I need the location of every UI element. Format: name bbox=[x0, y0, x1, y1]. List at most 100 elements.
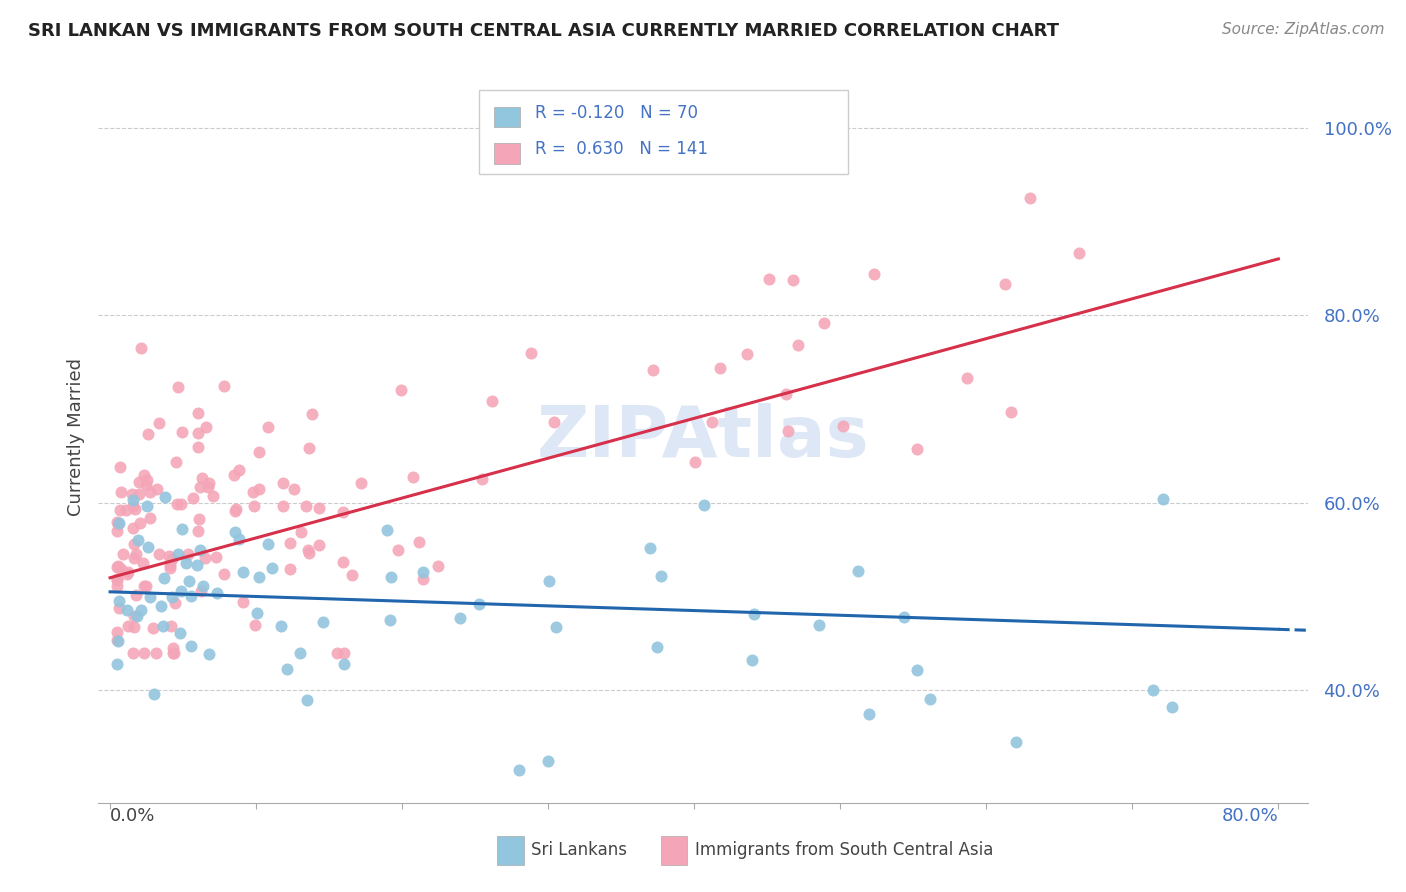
Point bbox=[787, 338, 810, 352]
Point bbox=[145, 646, 167, 660]
Point bbox=[257, 420, 280, 434]
Point bbox=[301, 407, 323, 421]
Point bbox=[201, 489, 224, 503]
Point bbox=[278, 562, 301, 576]
Point bbox=[638, 541, 661, 555]
Point bbox=[340, 568, 363, 582]
Point bbox=[807, 618, 830, 632]
Point bbox=[776, 424, 799, 438]
Point bbox=[205, 549, 228, 564]
Text: R = -0.120   N = 70: R = -0.120 N = 70 bbox=[534, 104, 697, 122]
Point bbox=[735, 347, 758, 361]
Point bbox=[247, 483, 270, 497]
Point bbox=[187, 426, 209, 441]
Text: R =  0.630   N = 141: R = 0.630 N = 141 bbox=[534, 140, 709, 159]
Point bbox=[224, 504, 246, 518]
Point bbox=[350, 475, 373, 490]
Point bbox=[152, 618, 174, 632]
Point bbox=[107, 559, 129, 574]
Point bbox=[191, 579, 214, 593]
Point bbox=[127, 533, 149, 547]
Point bbox=[166, 497, 188, 511]
Point bbox=[117, 566, 139, 580]
Point bbox=[709, 360, 731, 375]
Point bbox=[641, 363, 664, 377]
Point bbox=[107, 524, 129, 538]
Point bbox=[174, 556, 197, 570]
Point bbox=[194, 550, 217, 565]
Point bbox=[270, 618, 292, 632]
Point bbox=[228, 463, 250, 477]
Point bbox=[121, 500, 143, 514]
Point bbox=[412, 565, 434, 579]
Point bbox=[131, 341, 153, 355]
Point bbox=[412, 572, 434, 586]
Point bbox=[1000, 405, 1022, 419]
Point bbox=[107, 572, 129, 586]
Point bbox=[955, 371, 977, 385]
Point bbox=[117, 619, 139, 633]
Point bbox=[186, 558, 208, 573]
Point bbox=[332, 505, 354, 519]
Point bbox=[742, 607, 765, 621]
Point bbox=[508, 763, 530, 777]
Text: Sri Lankans: Sri Lankans bbox=[531, 841, 627, 859]
Point bbox=[308, 538, 330, 552]
Point bbox=[741, 653, 763, 667]
Point bbox=[107, 517, 129, 532]
Point bbox=[232, 565, 254, 579]
Point bbox=[232, 595, 254, 609]
Point bbox=[170, 522, 193, 536]
Point bbox=[125, 609, 148, 624]
Point bbox=[449, 611, 471, 625]
Point bbox=[146, 483, 169, 497]
Point bbox=[180, 589, 202, 603]
Text: Immigrants from South Central Asia: Immigrants from South Central Asia bbox=[695, 841, 993, 859]
Point bbox=[108, 594, 131, 608]
Point bbox=[1019, 191, 1042, 205]
Point bbox=[160, 619, 183, 633]
Point bbox=[295, 692, 318, 706]
Text: Source: ZipAtlas.com: Source: ZipAtlas.com bbox=[1222, 22, 1385, 37]
Point bbox=[191, 471, 214, 485]
FancyBboxPatch shape bbox=[479, 90, 848, 174]
Point bbox=[153, 490, 176, 504]
Point bbox=[401, 470, 423, 484]
Point bbox=[115, 567, 138, 582]
Point bbox=[124, 502, 146, 516]
Point bbox=[107, 560, 129, 574]
Point bbox=[159, 561, 181, 575]
Point bbox=[858, 706, 880, 721]
Point bbox=[994, 277, 1017, 291]
Point bbox=[157, 549, 180, 563]
Point bbox=[247, 445, 270, 459]
Text: 80.0%: 80.0% bbox=[1222, 807, 1278, 825]
Point bbox=[187, 441, 209, 455]
Point bbox=[135, 478, 157, 492]
Point bbox=[375, 523, 398, 537]
Point bbox=[121, 646, 143, 660]
Point bbox=[224, 525, 246, 540]
Y-axis label: Currently Married: Currently Married bbox=[66, 358, 84, 516]
Point bbox=[782, 273, 804, 287]
Point bbox=[298, 441, 321, 455]
Text: SRI LANKAN VS IMMIGRANTS FROM SOUTH CENTRAL ASIA CURRENTLY MARRIED CORRELATION C: SRI LANKAN VS IMMIGRANTS FROM SOUTH CENT… bbox=[28, 22, 1059, 40]
Point bbox=[262, 560, 284, 574]
Point bbox=[107, 625, 129, 640]
FancyBboxPatch shape bbox=[498, 836, 524, 865]
Point bbox=[228, 532, 250, 546]
Point bbox=[177, 574, 200, 588]
Point bbox=[1004, 735, 1026, 749]
Point bbox=[408, 534, 430, 549]
Point bbox=[124, 551, 146, 566]
Point bbox=[813, 317, 835, 331]
FancyBboxPatch shape bbox=[661, 836, 688, 865]
Point bbox=[294, 500, 316, 514]
Point bbox=[122, 492, 145, 507]
Point bbox=[122, 537, 145, 551]
Point bbox=[332, 555, 354, 569]
Point bbox=[136, 540, 159, 554]
Point bbox=[1142, 683, 1164, 698]
Point bbox=[166, 547, 188, 561]
Point bbox=[198, 647, 221, 661]
